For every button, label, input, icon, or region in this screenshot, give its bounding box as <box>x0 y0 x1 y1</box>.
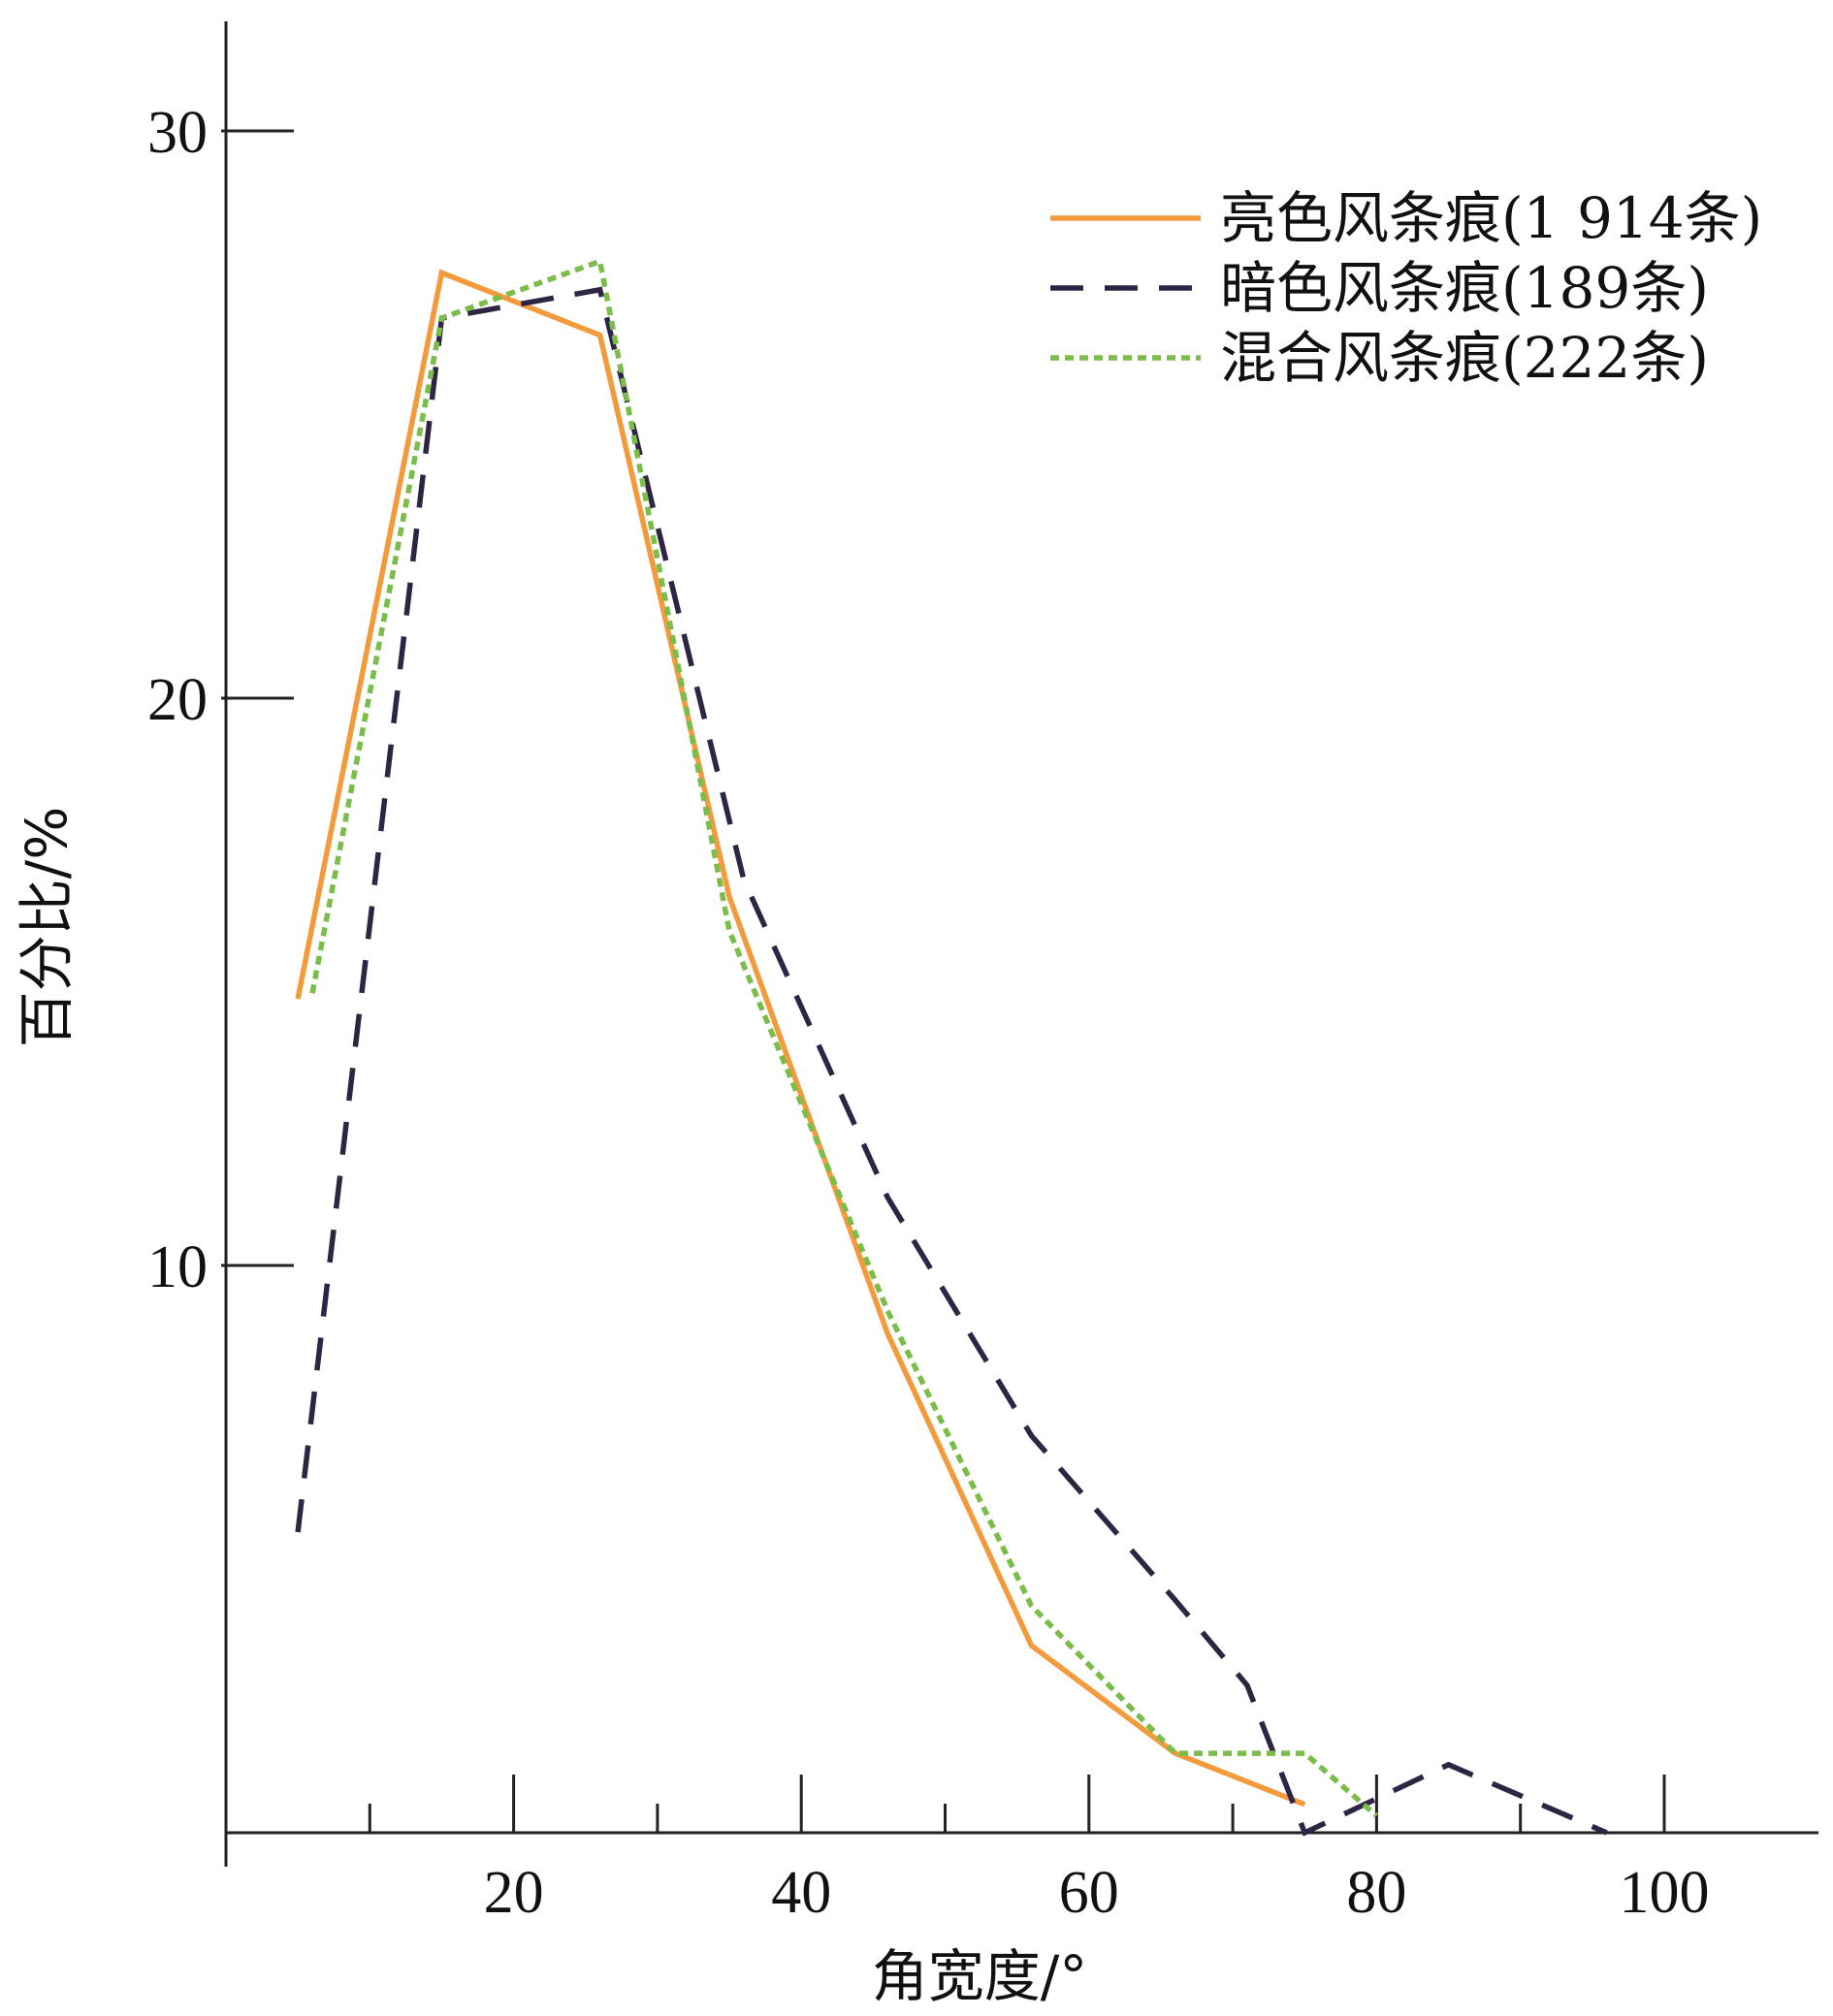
x-axis-title: 角宽度/° <box>872 1943 1088 2009</box>
axes <box>224 21 1818 1867</box>
legend-label-2: 暗色风条痕(189条) <box>1220 255 1709 321</box>
x-tick-label: 20 <box>484 1860 544 1926</box>
legend-label-1: 亮色风条痕(1 914条) <box>1220 185 1762 251</box>
y-tick-label: 20 <box>147 667 208 733</box>
series-layer <box>295 257 1608 1837</box>
series-line-1 <box>295 269 1306 1808</box>
x-ticks: 20 40 60 80 100 <box>368 1775 1710 1926</box>
series-line-2 <box>295 286 1608 1837</box>
x-tick-label: 80 <box>1346 1860 1406 1926</box>
y-tick-label: 10 <box>147 1234 208 1300</box>
x-tick-label: 60 <box>1059 1860 1119 1926</box>
y-tick-label: 30 <box>147 100 208 166</box>
legend: 亮色风条痕(1 914条)暗色风条痕(189条)混合风条痕(222条) <box>1050 185 1762 391</box>
legend-label-3: 混合风条痕(222条) <box>1220 325 1709 391</box>
y-axis-title: 百分比/% <box>14 807 80 1048</box>
x-tick-label: 40 <box>771 1860 831 1926</box>
series-line-3 <box>309 257 1379 1818</box>
y-ticks: 10 20 30 <box>147 100 294 1300</box>
x-tick-label: 100 <box>1620 1860 1710 1926</box>
